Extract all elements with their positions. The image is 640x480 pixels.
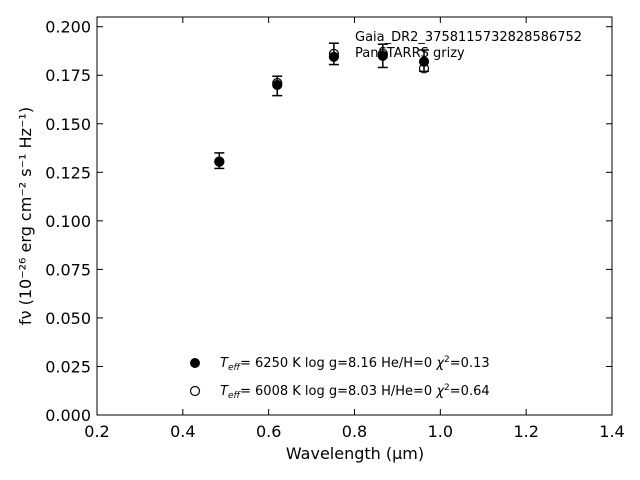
y-tick-label: 0.075 (45, 260, 91, 279)
y-tick-label: 0.100 (45, 212, 91, 231)
model-point-open (272, 77, 283, 89)
data-points (214, 48, 430, 167)
x-tick-label: 0.4 (170, 422, 195, 441)
model-point-open (418, 63, 430, 74)
error-bars (214, 42, 430, 170)
model-point-open (328, 48, 339, 59)
y-axis-ticks: 0.000 0.025 0.050 0.075 0.100 0.125 0.150 0.175… (45, 18, 612, 425)
x-tick-label: 0.8 (342, 422, 367, 441)
y-tick-label: 0.175 (45, 66, 91, 85)
y-tick-label: 0.000 (45, 406, 91, 425)
y-tick-label: 0.050 (45, 309, 91, 328)
model-point-filled (328, 51, 339, 62)
x-tick-label: 1.4 (599, 422, 624, 441)
model-point-open (377, 48, 388, 59)
y-tick-label: 0.150 (45, 115, 91, 134)
x-tick-label: 1.2 (513, 422, 538, 441)
x-tick-label: 1.0 (428, 422, 453, 441)
legend-entry-2: Teff= 6008 K log g=8.03 H/He=0 χ2=0.64 (220, 383, 490, 401)
legend-marker-open (189, 385, 201, 397)
legend-marker-filled (190, 358, 200, 368)
y-tick-label: 0.125 (45, 163, 91, 182)
y-tick-label: 0.200 (45, 18, 91, 37)
annotation-survey: PanSTARRS grizy (355, 46, 465, 61)
legend: Teff= 6250 K log g=8.16 He/H=0 χ2=0.13 T… (189, 355, 490, 401)
x-axis-label: Wavelength (μm) (286, 444, 424, 463)
y-axis-label: fν (10⁻²⁶ erg cm⁻² s⁻¹ Hz⁻¹) (16, 107, 35, 325)
annotation-object-id: Gaia_DR2_3758115732828586752 (355, 30, 582, 45)
y-tick-label: 0.025 (45, 357, 91, 376)
x-tick-label: 0.6 (256, 422, 281, 441)
x-axis-ticks: 0.2 0.4 0.6 0.8 1.0 1.2 1.4 (84, 17, 625, 441)
model-point-open (214, 156, 225, 167)
legend-entry-1: Teff= 6250 K log g=8.16 He/H=0 χ2=0.13 (220, 355, 490, 373)
x-tick-label: 0.2 (84, 422, 109, 441)
